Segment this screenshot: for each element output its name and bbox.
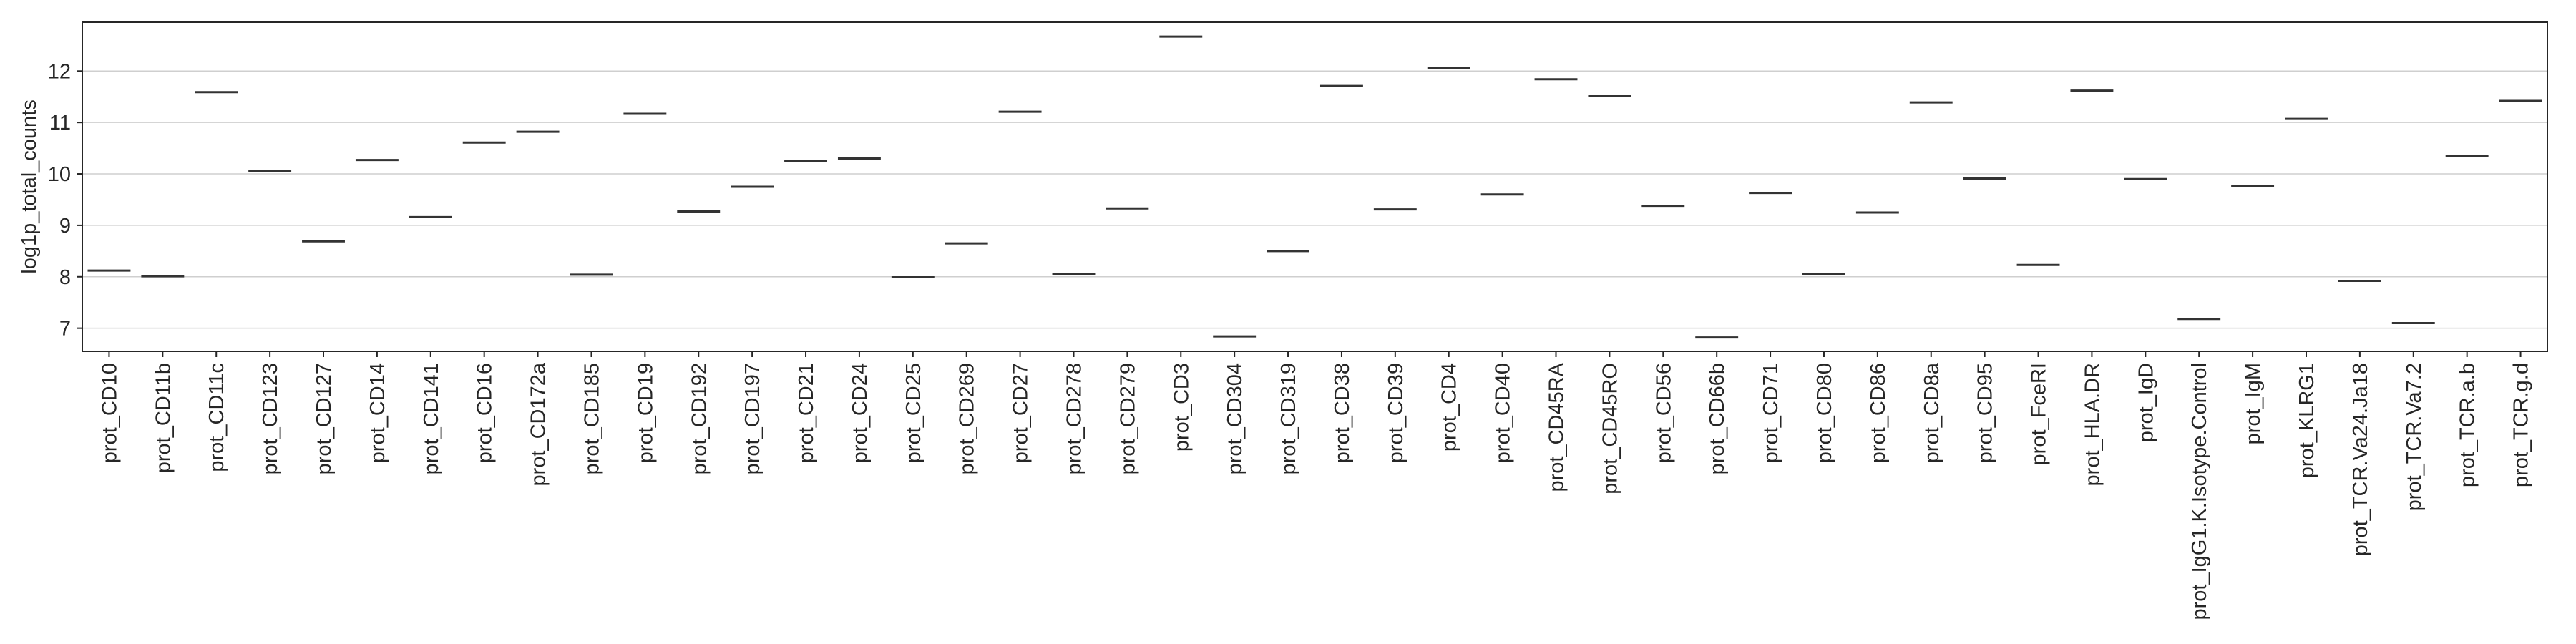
x-tick-label: prot_CD40 bbox=[1492, 363, 1515, 463]
x-tick-label: prot_IgM bbox=[2242, 363, 2265, 444]
plot-frame bbox=[82, 21, 2548, 352]
y-tick-label: 9 bbox=[59, 215, 71, 238]
x-tick-label: prot_CD279 bbox=[1116, 363, 1139, 474]
x-tick-label: prot_CD8a bbox=[1921, 362, 1943, 463]
x-tick-label: prot_CD16 bbox=[474, 363, 497, 463]
x-tick-label: prot_CD319 bbox=[1277, 363, 1300, 474]
x-tick-label: prot_CD80 bbox=[1813, 363, 1836, 463]
y-axis-ticks: 7 8 9 10 11 12 bbox=[48, 60, 82, 341]
x-tick-label: prot_IgD bbox=[2135, 363, 2157, 442]
x-tick-label: prot_CD141 bbox=[420, 363, 443, 474]
x-axis-ticks: prot_CD10 prot_CD11b prot_CD11c prot_CD123 p… bbox=[98, 351, 2533, 620]
x-tick-label: prot_CD11b bbox=[152, 363, 175, 473]
x-tick-label: prot_CD127 bbox=[313, 363, 336, 474]
x-tick-label: prot_CD24 bbox=[849, 363, 872, 463]
x-tick-label: prot_CD10 bbox=[98, 363, 121, 463]
x-tick-label: prot_TCR.Va7.2 bbox=[2403, 363, 2426, 511]
x-tick-label: prot_CD304 bbox=[1224, 363, 1246, 474]
x-tick-label: prot_IgG1.K.Isotype.Control bbox=[2188, 363, 2211, 620]
x-tick-label: prot_CD269 bbox=[956, 363, 979, 474]
x-tick-label: prot_HLA.DR bbox=[2081, 363, 2104, 486]
y-tick-label: 7 bbox=[59, 318, 71, 341]
x-tick-label: prot_CD39 bbox=[1385, 363, 1407, 463]
x-tick-label: prot_CD21 bbox=[795, 363, 818, 463]
y-tick-label: 11 bbox=[49, 112, 71, 135]
x-tick-label: prot_CD38 bbox=[1331, 363, 1354, 463]
x-tick-label: prot_CD278 bbox=[1063, 363, 1085, 474]
x-tick-label: prot_CD4 bbox=[1438, 363, 1461, 452]
x-tick-label: prot_TCR.Va24.Ja18 bbox=[2349, 363, 2372, 556]
x-tick-label: prot_CD66b bbox=[1706, 363, 1729, 474]
x-tick-label: prot_FceRI bbox=[2028, 363, 2051, 465]
x-tick-label: prot_CD11c bbox=[205, 363, 228, 472]
x-tick-label: prot_CD172a bbox=[527, 362, 550, 486]
x-tick-label: prot_CD27 bbox=[1010, 363, 1033, 463]
x-tick-label: prot_TCR.g.d bbox=[2510, 363, 2533, 487]
x-tick-label: prot_KLRG1 bbox=[2296, 363, 2318, 478]
y-tick-label: 8 bbox=[59, 266, 71, 289]
x-tick-label: prot_TCR.a.b bbox=[2457, 363, 2479, 487]
y-tick-label: 10 bbox=[48, 163, 71, 186]
x-tick-label: prot_CD25 bbox=[902, 363, 925, 463]
x-tick-label: prot_CD45RA bbox=[1546, 362, 1568, 492]
x-tick-label: prot_CD45RO bbox=[1599, 363, 1621, 494]
data-marks bbox=[87, 35, 2542, 339]
x-tick-label: prot_CD71 bbox=[1760, 363, 1782, 463]
x-tick-label: prot_CD56 bbox=[1652, 363, 1675, 463]
x-tick-label: prot_CD3 bbox=[1170, 363, 1193, 452]
x-tick-label: prot_CD123 bbox=[259, 363, 282, 474]
x-tick-label: prot_CD95 bbox=[1974, 363, 1997, 463]
x-tick-label: prot_CD197 bbox=[741, 363, 764, 474]
x-tick-label: prot_CD14 bbox=[366, 363, 389, 463]
y-axis-label: log1p_total_counts bbox=[18, 99, 41, 273]
x-tick-label: prot_CD86 bbox=[1867, 363, 1890, 463]
y-tick-label: 12 bbox=[48, 60, 71, 83]
x-tick-label: prot_CD192 bbox=[688, 363, 711, 474]
x-tick-label: prot_CD19 bbox=[634, 363, 657, 463]
x-tick-label: prot_CD185 bbox=[580, 363, 603, 474]
grid-lines bbox=[82, 70, 2547, 329]
